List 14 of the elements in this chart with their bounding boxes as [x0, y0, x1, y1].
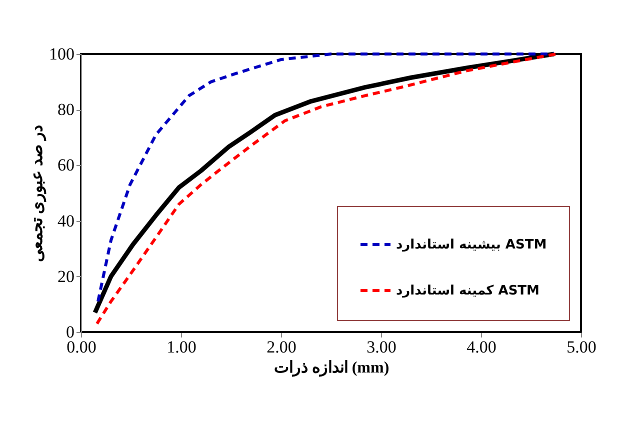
y-tick-label: 40: [58, 211, 74, 230]
y-tick-label: 20: [58, 266, 74, 286]
x-tick-label: 5.00: [566, 338, 596, 356]
x-axis-title: اندازه ذرات (mm): [274, 360, 390, 378]
x-tick-label: 1.00: [166, 338, 196, 356]
y-axis-title: در صد عبوری تجمعی: [29, 125, 47, 262]
legend-label: کمینه استاندارد ASTM: [396, 284, 540, 298]
y-tick-label: 60: [58, 156, 74, 175]
y-tick-label: 80: [58, 100, 74, 120]
x-tick-label: 3.00: [366, 338, 396, 356]
legend-label: بیشینه استاندارد ASTM: [396, 238, 547, 252]
x-tick-label: 4.00: [466, 338, 496, 356]
y-tick-label: 100: [49, 44, 74, 64]
x-tick-label: 2.00: [266, 338, 296, 356]
